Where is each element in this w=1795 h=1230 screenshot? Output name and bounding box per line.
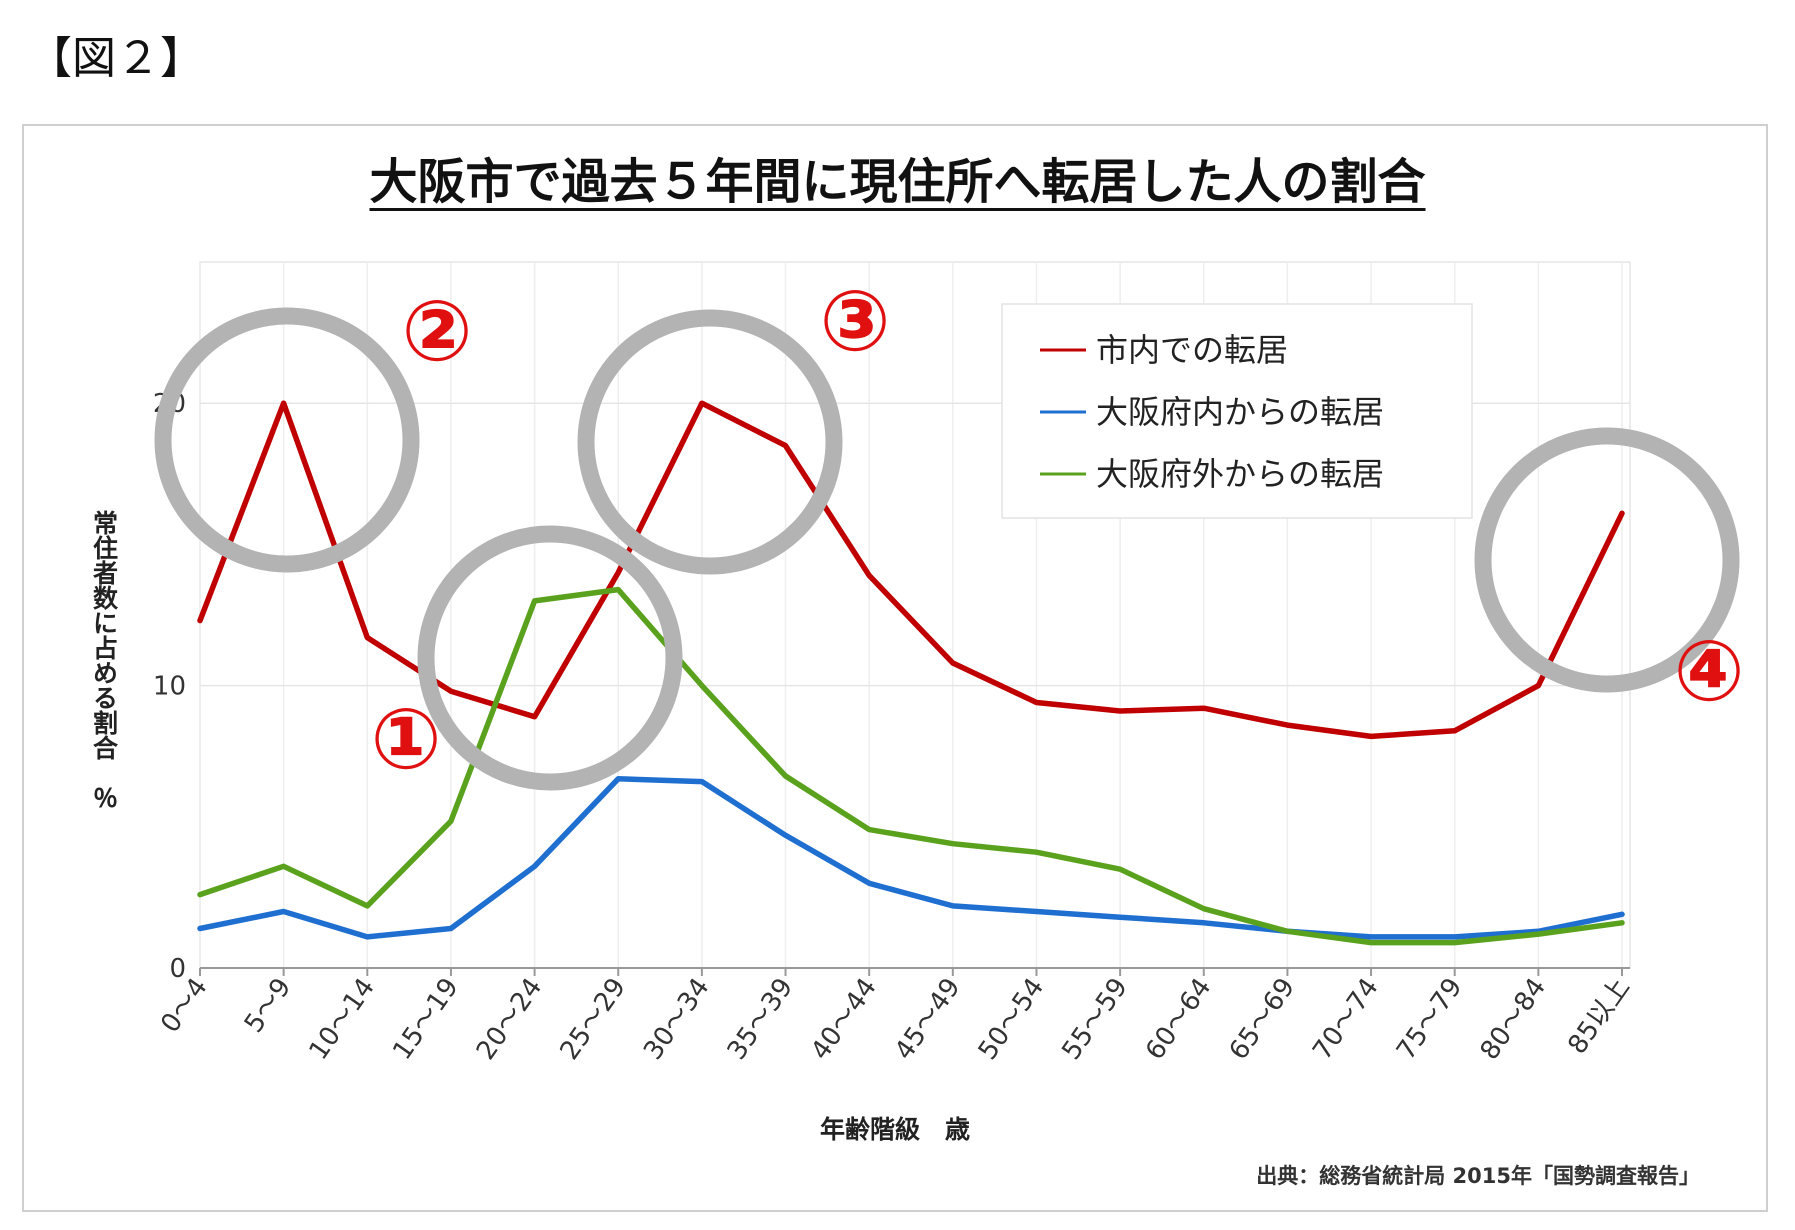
- x-tick-label: 80～84: [1475, 973, 1552, 1066]
- x-tick-label: 45～49: [889, 973, 966, 1066]
- callout-number: ②: [401, 282, 472, 380]
- x-tick-label: 0～4: [155, 973, 213, 1039]
- x-tick-label: 70～74: [1307, 973, 1384, 1066]
- x-tick-label: 25～29: [555, 973, 632, 1066]
- legend-label: 大阪府外からの転居: [1096, 455, 1384, 493]
- x-tick-label: 75～79: [1391, 973, 1468, 1066]
- x-tick-label: 40～44: [805, 973, 882, 1066]
- y-tick-label: 10: [153, 672, 186, 702]
- source-note: 出典：総務省統計局 2015年「国勢調査報告」: [1256, 1164, 1700, 1188]
- x-tick-label: 10～14: [304, 973, 381, 1066]
- legend-label: 市内での転居: [1096, 331, 1288, 369]
- highlight-circle: [1474, 427, 1740, 693]
- x-tick-label: 85以上: [1562, 973, 1635, 1060]
- chart-title: 大阪市で過去５年間に現住所へ転居した人の割合: [0, 142, 1795, 212]
- y-tick-label: 0: [169, 954, 186, 984]
- x-tick-label: 15～19: [387, 973, 464, 1066]
- callout-number: ③: [819, 272, 890, 370]
- x-tick-label: 55～59: [1056, 973, 1133, 1066]
- series-line: [197, 586, 1625, 946]
- chart-title-text: 大阪市で過去５年間に現住所へ転居した人の割合: [369, 154, 1426, 210]
- series-line: [197, 776, 1625, 940]
- x-axis-title: 年齢階級 歳: [820, 1115, 970, 1144]
- x-tick-label: 65～69: [1224, 973, 1301, 1066]
- x-tick-label: 30～34: [638, 973, 715, 1066]
- highlight-circle: [417, 525, 683, 791]
- x-tick-label: 60～64: [1140, 973, 1217, 1066]
- y-axis-title: 常住者数に占める割合 ％: [90, 510, 119, 810]
- callout-number: ④: [1673, 622, 1744, 720]
- x-tick-label: 35～39: [722, 973, 799, 1066]
- highlight-circle: [577, 309, 843, 575]
- highlight-circle: [154, 307, 420, 573]
- x-tick-label: 5～9: [239, 973, 297, 1039]
- figure-label: 【図２】: [28, 33, 204, 84]
- legend-label: 大阪府内からの転居: [1096, 393, 1384, 431]
- chart-frame: [22, 124, 1768, 1212]
- callout-number: ①: [370, 690, 441, 788]
- x-tick-label: 50～54: [973, 973, 1050, 1066]
- x-tick-label: 20～24: [471, 973, 548, 1066]
